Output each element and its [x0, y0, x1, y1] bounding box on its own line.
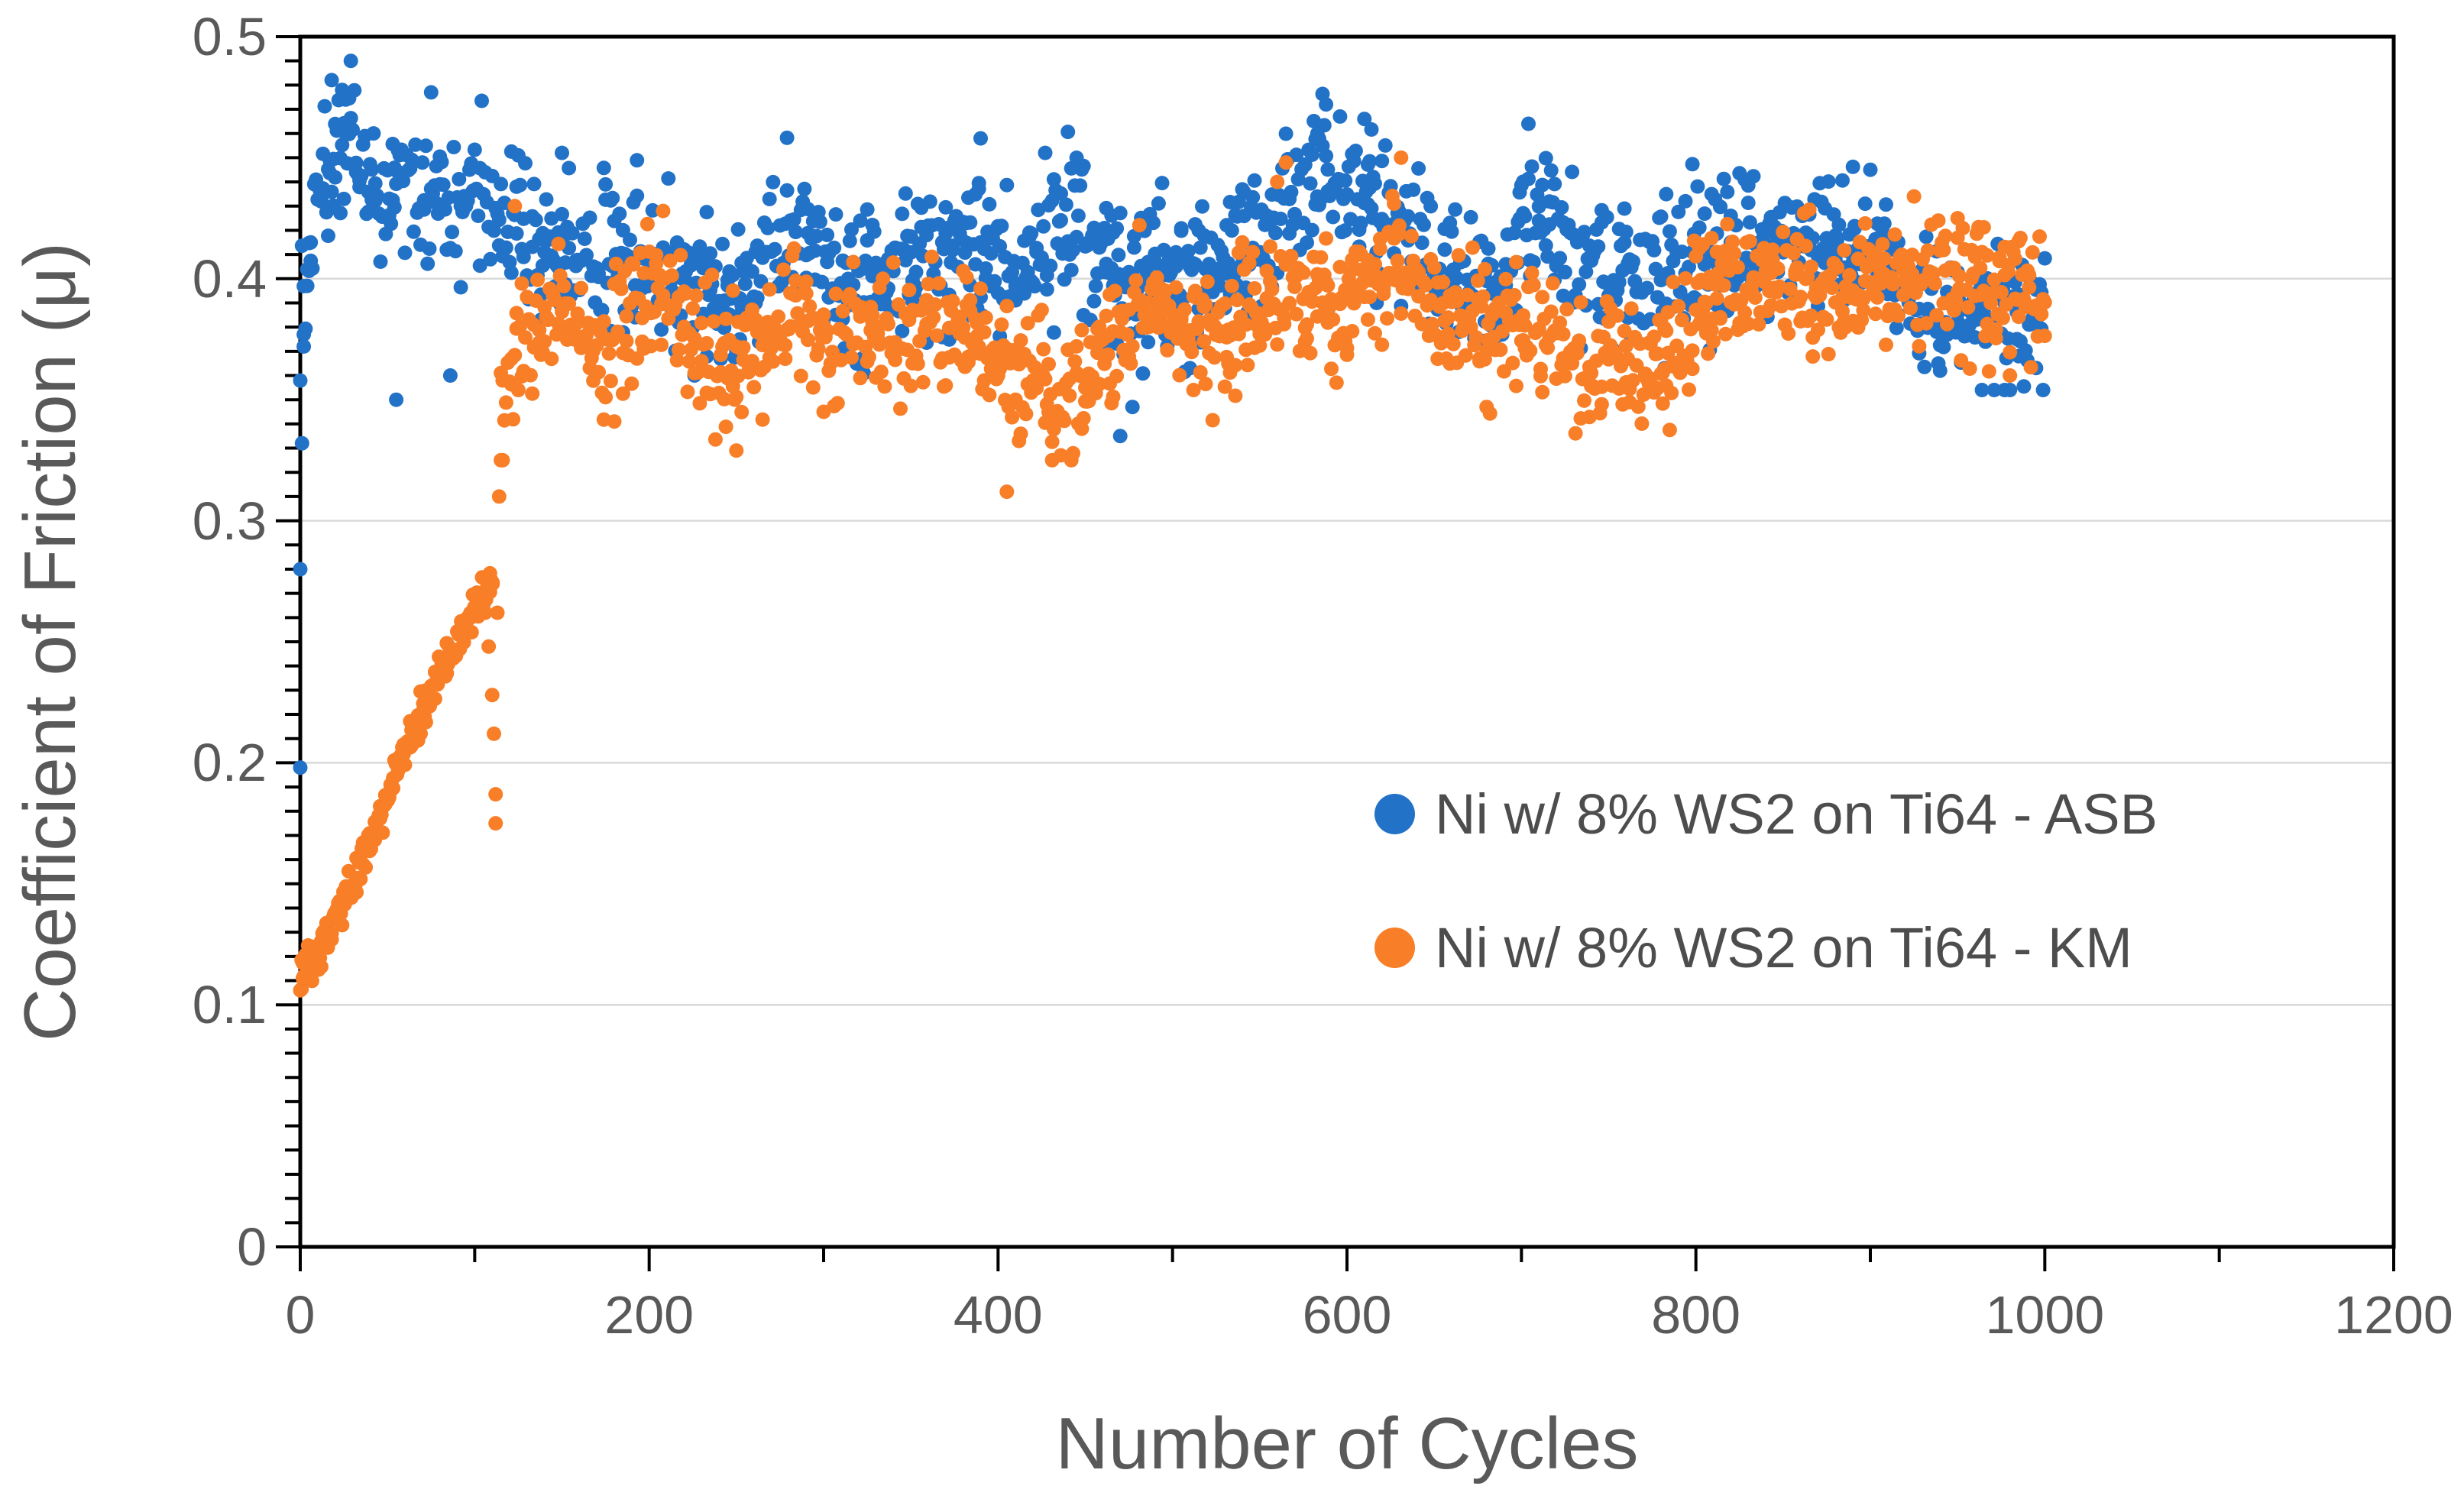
- x-tick-label: 1000: [1985, 1285, 2105, 1345]
- x-tick-label: 1200: [2334, 1285, 2453, 1345]
- x-tick-label: 800: [1651, 1285, 1741, 1345]
- y-tick-label: 0.4: [192, 248, 267, 309]
- series-points-km: [293, 150, 2052, 998]
- legend-marker-km-icon: [1374, 927, 1415, 968]
- x-axis-title: Number of Cycles: [1055, 1403, 1639, 1484]
- legend-label-km: Ni w/ 8% WS2 on Ti64 - KM: [1435, 915, 2132, 979]
- y-axis-title: Coefficient of Friction (μ): [9, 242, 91, 1041]
- y-tick-label: 0.3: [192, 490, 267, 551]
- legend-marker-asb-icon: [1374, 793, 1415, 834]
- legend-item-asb: Ni w/ 8% WS2 on Ti64 - ASB: [1374, 782, 2158, 846]
- y-tick-label: 0.5: [192, 7, 267, 66]
- y-tick-label: 0: [237, 1217, 267, 1277]
- x-tick-label: 200: [604, 1285, 695, 1345]
- series-points-asb: [293, 53, 2052, 775]
- legend-label-asb: Ni w/ 8% WS2 on Ti64 - ASB: [1435, 782, 2158, 846]
- legend: Ni w/ 8% WS2 on Ti64 - ASB Ni w/ 8% WS2 …: [1374, 782, 2158, 979]
- y-tick-label: 0.2: [192, 733, 267, 793]
- axis-ticks: [276, 35, 2395, 1271]
- y-tick-label: 0.1: [192, 975, 267, 1035]
- x-tick-label: 600: [1302, 1285, 1392, 1345]
- legend-item-km: Ni w/ 8% WS2 on Ti64 - KM: [1374, 915, 2158, 979]
- x-tick-label: 400: [953, 1285, 1043, 1345]
- x-tick-label: 0: [285, 1285, 316, 1345]
